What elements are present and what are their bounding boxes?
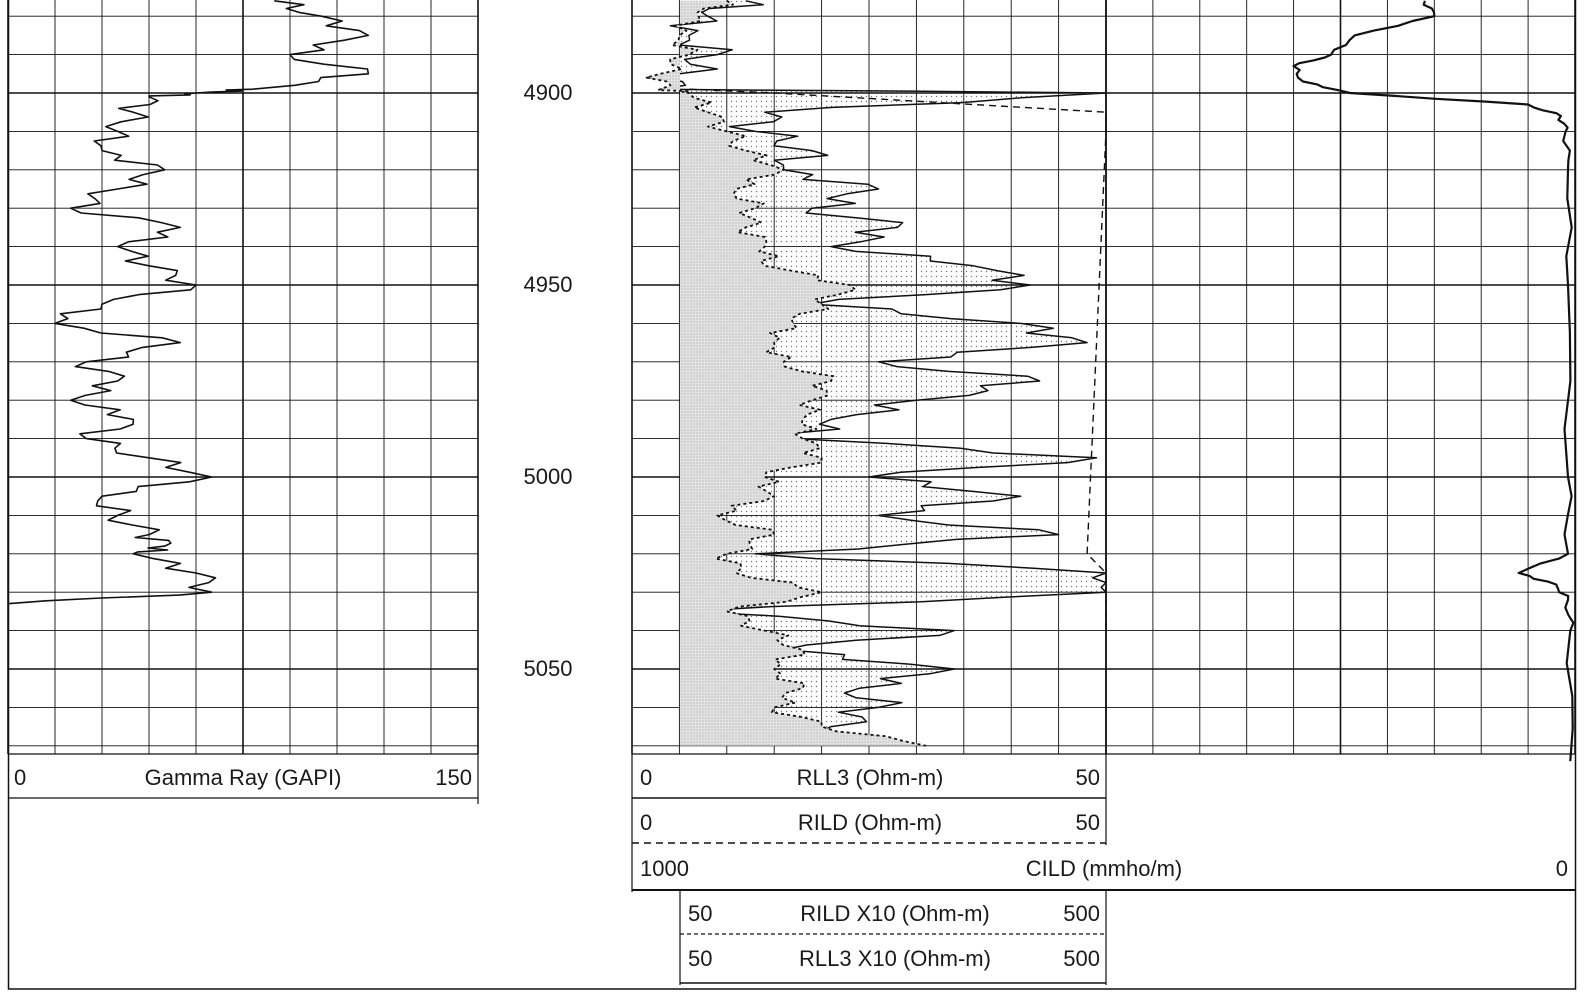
- curve-rild-x10-ohm-m-: [689, 88, 1107, 631]
- cild-right-scale: 0: [1556, 856, 1568, 881]
- curve-rild-ohm-m-: [645, 0, 927, 747]
- rll3-right-scale: 50: [1076, 765, 1100, 790]
- rild-right-scale: 50: [1076, 810, 1100, 835]
- rild-name: RILD (Ohm-m): [798, 810, 942, 835]
- gamma-ray-right-scale: 150: [435, 765, 472, 790]
- rild-x10-left-scale: 50: [688, 901, 712, 926]
- depth-axis: 4900 4950 5000 5050: [524, 80, 573, 681]
- curve-rll3-ohm-m-: [645, 0, 1107, 747]
- resistivity-header: 0 RLL3 (Ohm-m) 50 0 RILD (Ohm-m) 50 1000…: [631, 753, 1575, 985]
- log-curves: [7, 0, 1575, 762]
- rild-x10-name: RILD X10 (Ohm-m): [800, 901, 989, 926]
- rll3-left-scale: 0: [640, 765, 652, 790]
- depth-label: 5050: [524, 656, 573, 681]
- gamma-ray-name: Gamma Ray (GAPI): [145, 765, 342, 790]
- curve-cild-mmho-m-: [1292, 0, 1575, 762]
- curve-gr: [7, 0, 370, 605]
- gamma-ray-left-scale: 0: [14, 765, 26, 790]
- porosity-fill: [646, 0, 1106, 746]
- shale-fill: [646, 0, 926, 746]
- rll3-x10-left-scale: 50: [688, 946, 712, 971]
- rild-left-scale: 0: [640, 810, 652, 835]
- cild-left-scale: 1000: [640, 856, 689, 881]
- rll3-name: RLL3 (Ohm-m): [797, 765, 944, 790]
- rll3-x10-name: RLL3 X10 (Ohm-m): [799, 946, 991, 971]
- rll3-x10-right-scale: 500: [1063, 946, 1100, 971]
- depth-label: 4900: [524, 80, 573, 105]
- gamma-ray-header: 0 Gamma Ray (GAPI) 150: [8, 753, 479, 804]
- rild-x10-right-scale: 500: [1063, 901, 1100, 926]
- cild-name: CILD (mmho/m): [1026, 856, 1182, 881]
- depth-label: 4950: [524, 272, 573, 297]
- depth-label: 5000: [524, 464, 573, 489]
